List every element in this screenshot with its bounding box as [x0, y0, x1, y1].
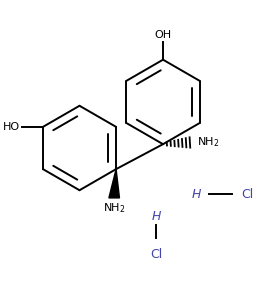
Text: HO: HO	[3, 122, 20, 132]
Text: NH$_2$: NH$_2$	[197, 135, 219, 149]
Text: Cl: Cl	[150, 248, 163, 261]
Text: OH: OH	[154, 30, 172, 41]
Text: Cl: Cl	[242, 188, 254, 201]
Text: NH$_2$: NH$_2$	[103, 201, 126, 215]
Text: H: H	[152, 210, 161, 223]
Text: H: H	[192, 188, 201, 201]
Polygon shape	[109, 169, 119, 198]
